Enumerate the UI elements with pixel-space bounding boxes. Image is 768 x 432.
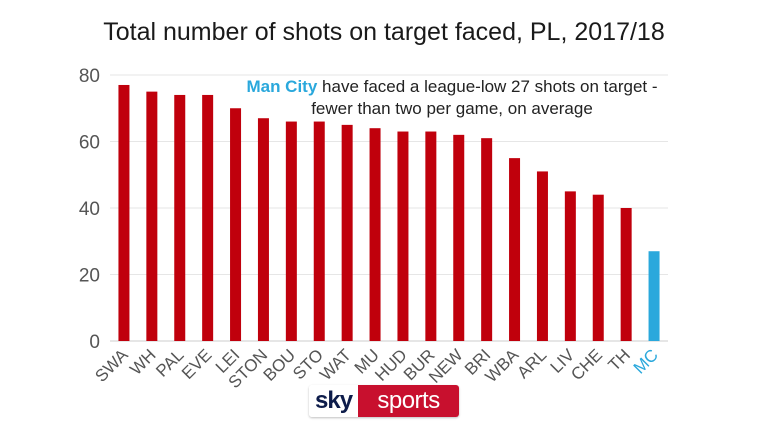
x-tick-label: EVE	[178, 345, 215, 382]
bar	[202, 94, 214, 341]
bar	[397, 131, 409, 341]
bar	[536, 171, 548, 341]
bar	[620, 208, 632, 341]
x-tick-label: TH	[605, 345, 634, 374]
x-tick-label: CHE	[567, 345, 606, 384]
bar	[146, 91, 158, 341]
x-tick-label: PAL	[152, 345, 187, 380]
bar	[481, 138, 493, 341]
x-tick-label: WH	[126, 345, 159, 378]
y-tick-label: 60	[79, 133, 100, 154]
bar	[453, 134, 465, 341]
y-tick-label: 0	[89, 332, 100, 353]
logo-sky-text: sky	[309, 385, 359, 417]
bar	[118, 84, 130, 341]
x-tick-label: WAT	[316, 345, 355, 384]
bar	[285, 121, 297, 341]
chart-annotation: Man City have faced a league-low 27 shot…	[232, 76, 672, 120]
bar	[257, 118, 269, 341]
bar	[341, 124, 353, 341]
bar	[564, 191, 576, 341]
bar	[313, 121, 325, 341]
annotation-text: have faced a league-low 27 shots on targ…	[311, 77, 658, 118]
x-tick-label: ARL	[513, 345, 550, 382]
bar	[648, 251, 660, 341]
bar	[592, 194, 604, 341]
x-tick-label: MC	[630, 345, 662, 377]
chart-title: Total number of shots on target faced, P…	[103, 18, 665, 46]
bar	[369, 128, 381, 341]
y-tick-label: 20	[79, 266, 100, 287]
bar	[174, 94, 186, 341]
bar	[425, 131, 437, 341]
annotation-highlight: Man City	[246, 77, 318, 96]
bar	[230, 108, 242, 341]
y-tick-label: 80	[79, 66, 100, 87]
logo-sports-text: sports	[358, 385, 459, 417]
sky-sports-logo: sky sports	[309, 385, 459, 417]
y-tick-label: 40	[79, 199, 100, 220]
bar	[509, 158, 521, 341]
